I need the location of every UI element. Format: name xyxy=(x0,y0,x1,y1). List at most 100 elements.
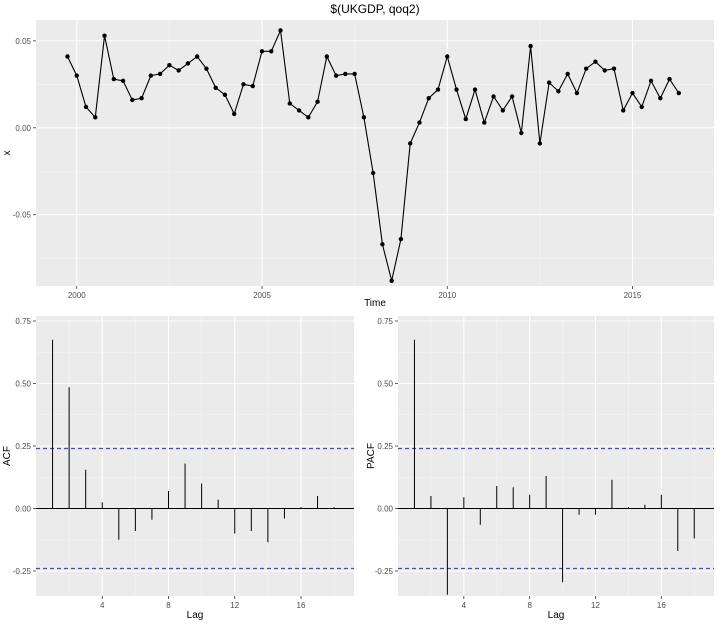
data-point xyxy=(676,90,682,96)
x-tick-label: 12 xyxy=(230,601,239,610)
panel-background xyxy=(36,316,354,596)
x-tick-label: 12 xyxy=(591,601,600,610)
chart-panel-1: 2000 2005 2010 2015 0.05 0.00 -0.05 Time x $(UKGD… xyxy=(2,2,714,309)
data-point xyxy=(500,108,506,113)
x-tick-label: 2005 xyxy=(253,291,271,300)
data-point xyxy=(74,73,79,78)
data-point xyxy=(667,76,672,82)
data-point xyxy=(333,73,339,78)
chart-panel-3: 4 8 12 16 0.75 0.50 0.25 0.00 -0.25 Lag PACF xyxy=(366,316,714,621)
y-tick-label: 0.50 xyxy=(15,380,31,389)
data-point xyxy=(611,66,617,71)
data-point xyxy=(83,104,89,110)
data-point xyxy=(472,87,478,92)
data-point xyxy=(556,89,561,94)
data-point xyxy=(602,68,607,73)
data-point xyxy=(398,236,404,242)
data-point xyxy=(407,141,413,146)
data-point xyxy=(463,116,468,122)
data-point xyxy=(658,96,663,101)
x-tick-label: 4 xyxy=(100,601,105,610)
data-point xyxy=(278,28,283,33)
data-point xyxy=(361,115,367,120)
data-point xyxy=(370,170,376,176)
data-point xyxy=(130,97,135,103)
data-point xyxy=(250,83,255,89)
data-point xyxy=(157,71,163,77)
data-point xyxy=(296,108,302,113)
y-tick-label: 0.75 xyxy=(15,317,31,326)
x-tick-label: 2010 xyxy=(438,291,456,300)
y-tick-label: 0.75 xyxy=(377,317,393,326)
x-axis-title: Lag xyxy=(548,610,565,621)
data-point xyxy=(528,43,533,49)
data-point xyxy=(111,76,117,82)
y-tick-label: 0.25 xyxy=(15,442,31,451)
y-tick-label: -0.05 xyxy=(13,211,32,220)
data-point xyxy=(426,96,431,101)
data-point xyxy=(269,49,274,54)
data-point xyxy=(120,78,126,84)
data-point xyxy=(232,111,237,117)
data-point xyxy=(417,120,422,125)
y-tick-label: 0.25 xyxy=(377,442,393,451)
data-point xyxy=(324,54,330,59)
data-point xyxy=(102,33,107,38)
x-tick-label: 4 xyxy=(462,601,467,610)
data-point xyxy=(241,82,246,87)
data-point xyxy=(204,66,209,71)
data-point xyxy=(648,78,654,84)
y-tick-label: 0.00 xyxy=(15,505,31,514)
data-point xyxy=(185,61,191,66)
data-point xyxy=(315,99,320,104)
panel-background xyxy=(36,20,714,286)
data-point xyxy=(454,87,459,92)
data-point xyxy=(343,71,348,77)
data-point xyxy=(491,94,496,99)
data-point xyxy=(519,130,524,136)
x-axis-title: Time xyxy=(364,298,386,309)
data-point xyxy=(630,90,635,96)
y-axis-title: ACF xyxy=(2,446,13,466)
data-point xyxy=(167,63,172,68)
y-tick-label: 0.00 xyxy=(15,124,31,133)
data-point xyxy=(259,49,265,54)
y-tick-label: -0.25 xyxy=(375,567,394,576)
x-tick-label: 16 xyxy=(297,601,306,610)
panel-background xyxy=(398,316,714,596)
data-point xyxy=(65,54,70,59)
data-point xyxy=(639,104,644,110)
data-point xyxy=(306,115,311,120)
data-point xyxy=(287,101,292,106)
data-point xyxy=(389,278,394,283)
x-tick-label: 2000 xyxy=(68,291,86,300)
data-point xyxy=(565,71,570,77)
data-point xyxy=(435,87,441,92)
data-point xyxy=(546,80,552,85)
data-point xyxy=(194,54,200,59)
data-point xyxy=(445,54,450,59)
data-point xyxy=(93,115,98,120)
data-point xyxy=(176,68,181,73)
data-point xyxy=(380,242,385,247)
data-point xyxy=(621,108,626,113)
x-tick-label: 8 xyxy=(527,601,532,610)
y-tick-label: -0.25 xyxy=(13,567,32,576)
chart-panel-2: 4 8 12 16 0.75 0.50 0.25 0.00 -0.25 Lag ACF xyxy=(2,316,354,621)
data-point xyxy=(213,85,218,91)
x-tick-label: 2015 xyxy=(624,291,642,300)
data-point xyxy=(509,94,515,99)
y-tick-label: 0.00 xyxy=(377,505,393,514)
x-tick-label: 16 xyxy=(657,601,666,610)
x-axis-title: Lag xyxy=(187,610,204,621)
data-point xyxy=(574,90,580,96)
data-point xyxy=(352,71,357,77)
data-point xyxy=(537,141,543,146)
y-axis-title: x xyxy=(2,151,13,156)
x-tick-label: 8 xyxy=(166,601,171,610)
data-point xyxy=(148,73,154,78)
y-axis-title: PACF xyxy=(366,443,377,469)
data-point xyxy=(583,66,589,71)
data-point xyxy=(593,59,598,64)
